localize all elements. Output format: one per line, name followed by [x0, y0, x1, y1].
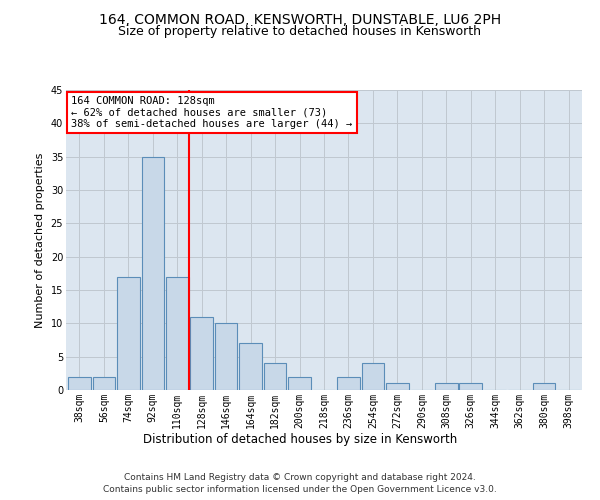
Bar	[386, 384, 409, 390]
Bar	[215, 324, 238, 390]
Text: Contains public sector information licensed under the Open Government Licence v3: Contains public sector information licen…	[103, 485, 497, 494]
Bar	[239, 344, 262, 390]
Text: Contains HM Land Registry data © Crown copyright and database right 2024.: Contains HM Land Registry data © Crown c…	[124, 472, 476, 482]
Text: Size of property relative to detached houses in Kensworth: Size of property relative to detached ho…	[119, 25, 482, 38]
Bar	[68, 376, 91, 390]
Bar	[166, 276, 188, 390]
Bar	[264, 364, 286, 390]
Bar	[337, 376, 360, 390]
Bar	[288, 376, 311, 390]
Bar	[117, 276, 140, 390]
Bar	[92, 376, 115, 390]
Y-axis label: Number of detached properties: Number of detached properties	[35, 152, 45, 328]
Text: 164 COMMON ROAD: 128sqm
← 62% of detached houses are smaller (73)
38% of semi-de: 164 COMMON ROAD: 128sqm ← 62% of detache…	[71, 96, 352, 129]
Bar	[190, 316, 213, 390]
Bar	[460, 384, 482, 390]
Text: Distribution of detached houses by size in Kensworth: Distribution of detached houses by size …	[143, 432, 457, 446]
Bar	[533, 384, 556, 390]
Bar	[362, 364, 384, 390]
Text: 164, COMMON ROAD, KENSWORTH, DUNSTABLE, LU6 2PH: 164, COMMON ROAD, KENSWORTH, DUNSTABLE, …	[99, 12, 501, 26]
Bar	[435, 384, 458, 390]
Bar	[142, 156, 164, 390]
